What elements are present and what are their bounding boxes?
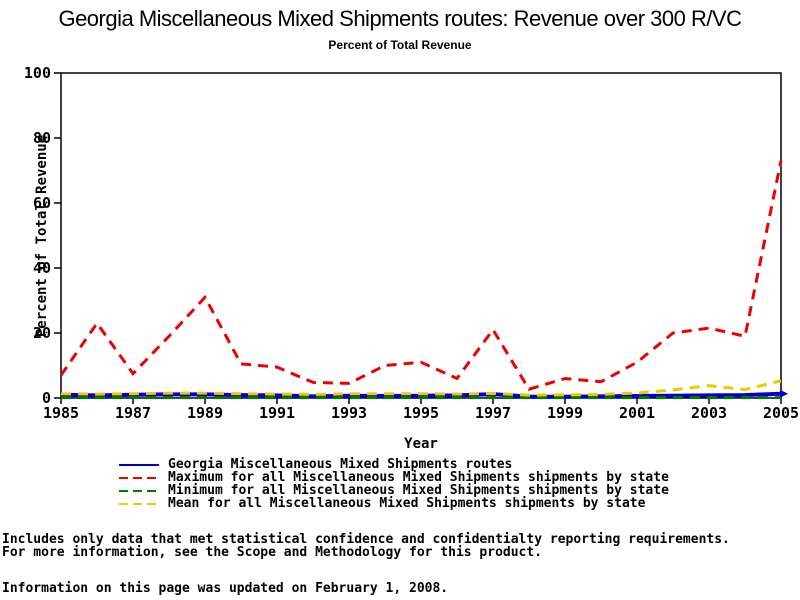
x-axis-tick-label: 2005 — [763, 404, 799, 422]
x-axis-tick-label: 1991 — [259, 404, 295, 422]
footnote-confidentiality: Includes only data that met statistical … — [2, 532, 730, 547]
legend-label-georgia: Georgia Miscellaneous Mixed Shipments ro… — [168, 457, 513, 472]
x-axis-title: Year — [404, 436, 438, 452]
legend-line-minimum-icon — [119, 489, 159, 492]
legend-item-minimum: Minimum for all Miscellaneous Mixed Ship… — [118, 484, 669, 497]
series-line-mean — [60, 379, 782, 397]
series-end-arrow-georgia — [780, 389, 788, 398]
y-axis-tick-label: 0 — [42, 389, 51, 407]
y-axis-tick-label: 80 — [33, 129, 51, 147]
footnote-scope-methodology: For more information, see the Scope and … — [2, 545, 543, 560]
chart-title: Georgia Miscellaneous Mixed Shipments ro… — [58, 6, 742, 31]
y-axis-tick-label: 20 — [33, 324, 51, 342]
x-axis-tick-label: 2003 — [691, 404, 727, 422]
legend-line-mean-icon — [119, 502, 159, 505]
legend-line-georgia-icon — [119, 463, 159, 466]
legend-label-maximum: Maximum for all Miscellaneous Mixed Ship… — [168, 470, 669, 485]
chart-legend: Georgia Miscellaneous Mixed Shipments ro… — [118, 458, 669, 510]
y-axis-title: Percent of Total Revenue — [34, 135, 50, 337]
x-axis-tick-label: 1995 — [403, 404, 439, 422]
x-axis-tick-label: 1987 — [115, 404, 151, 422]
legend-line-maximum-icon — [119, 476, 159, 479]
x-axis-tick-label: 1989 — [187, 404, 223, 422]
plot-frame — [60, 72, 782, 399]
legend-label-minimum: Minimum for all Miscellaneous Mixed Ship… — [168, 483, 669, 498]
x-axis-tick-label: 1993 — [331, 404, 367, 422]
footnote-updated-date: Information on this page was updated on … — [2, 581, 449, 596]
y-axis-tick-label: 60 — [33, 194, 51, 212]
x-axis-tick-label: 1985 — [43, 404, 79, 422]
chart-subtitle: Percent of Total Revenue — [328, 38, 472, 52]
series-line-maximum — [59, 160, 783, 391]
x-axis-tick-label: 2001 — [619, 404, 655, 422]
legend-item-georgia: Georgia Miscellaneous Mixed Shipments ro… — [118, 458, 669, 471]
x-axis-tick-label: 1999 — [547, 404, 583, 422]
chart-canvas: 0 20 40 60 80 100 1985 1987 1989 1991 1993 1995 1997… — [24, 64, 799, 452]
x-axis-tick-label: 1997 — [475, 404, 511, 422]
legend-label-mean: Mean for all Miscellaneous Mixed Shipmen… — [168, 496, 646, 511]
legend-item-maximum: Maximum for all Miscellaneous Mixed Ship… — [118, 471, 669, 484]
y-axis-tick-label: 40 — [33, 259, 51, 277]
y-axis-tick-label: 100 — [24, 64, 51, 82]
legend-item-mean: Mean for all Miscellaneous Mixed Shipmen… — [118, 497, 669, 510]
